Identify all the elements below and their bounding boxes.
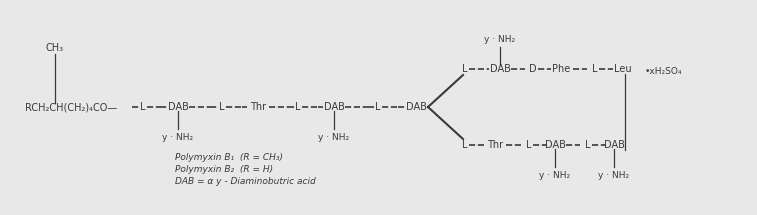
Text: y · NH₂: y · NH₂ bbox=[540, 170, 571, 180]
Text: L: L bbox=[295, 102, 301, 112]
Text: y · NH₂: y · NH₂ bbox=[319, 132, 350, 141]
Text: L: L bbox=[463, 140, 468, 150]
Text: Polymyxin B₂  (R = H): Polymyxin B₂ (R = H) bbox=[175, 166, 273, 175]
Text: y · NH₂: y · NH₂ bbox=[484, 34, 516, 43]
Text: DAB: DAB bbox=[603, 140, 625, 150]
Text: y · NH₂: y · NH₂ bbox=[599, 170, 630, 180]
Text: y · NH₂: y · NH₂ bbox=[163, 132, 194, 141]
Text: L: L bbox=[375, 102, 381, 112]
Text: D: D bbox=[529, 64, 537, 74]
Text: DAB: DAB bbox=[490, 64, 510, 74]
Text: •xH₂SO₄: •xH₂SO₄ bbox=[645, 66, 683, 75]
Text: DAB: DAB bbox=[167, 102, 188, 112]
Text: L: L bbox=[526, 140, 531, 150]
Text: DAB: DAB bbox=[406, 102, 426, 112]
Text: Thr: Thr bbox=[487, 140, 503, 150]
Text: RCH₂CH(CH₂)₄CO—: RCH₂CH(CH₂)₄CO— bbox=[25, 102, 117, 112]
Text: Polymyxin B₁  (R = CH₃): Polymyxin B₁ (R = CH₃) bbox=[175, 154, 283, 163]
Text: L: L bbox=[585, 140, 590, 150]
Text: DAB: DAB bbox=[323, 102, 344, 112]
Text: L: L bbox=[140, 102, 146, 112]
Text: L: L bbox=[463, 64, 468, 74]
Text: Thr: Thr bbox=[250, 102, 266, 112]
Text: Phe: Phe bbox=[552, 64, 570, 74]
Text: Leu: Leu bbox=[614, 64, 632, 74]
Text: L: L bbox=[592, 64, 598, 74]
Text: DAB: DAB bbox=[544, 140, 565, 150]
Text: CH₃: CH₃ bbox=[46, 43, 64, 53]
Text: L: L bbox=[220, 102, 225, 112]
Text: DAB = α y - Diaminobutric acid: DAB = α y - Diaminobutric acid bbox=[175, 178, 316, 186]
